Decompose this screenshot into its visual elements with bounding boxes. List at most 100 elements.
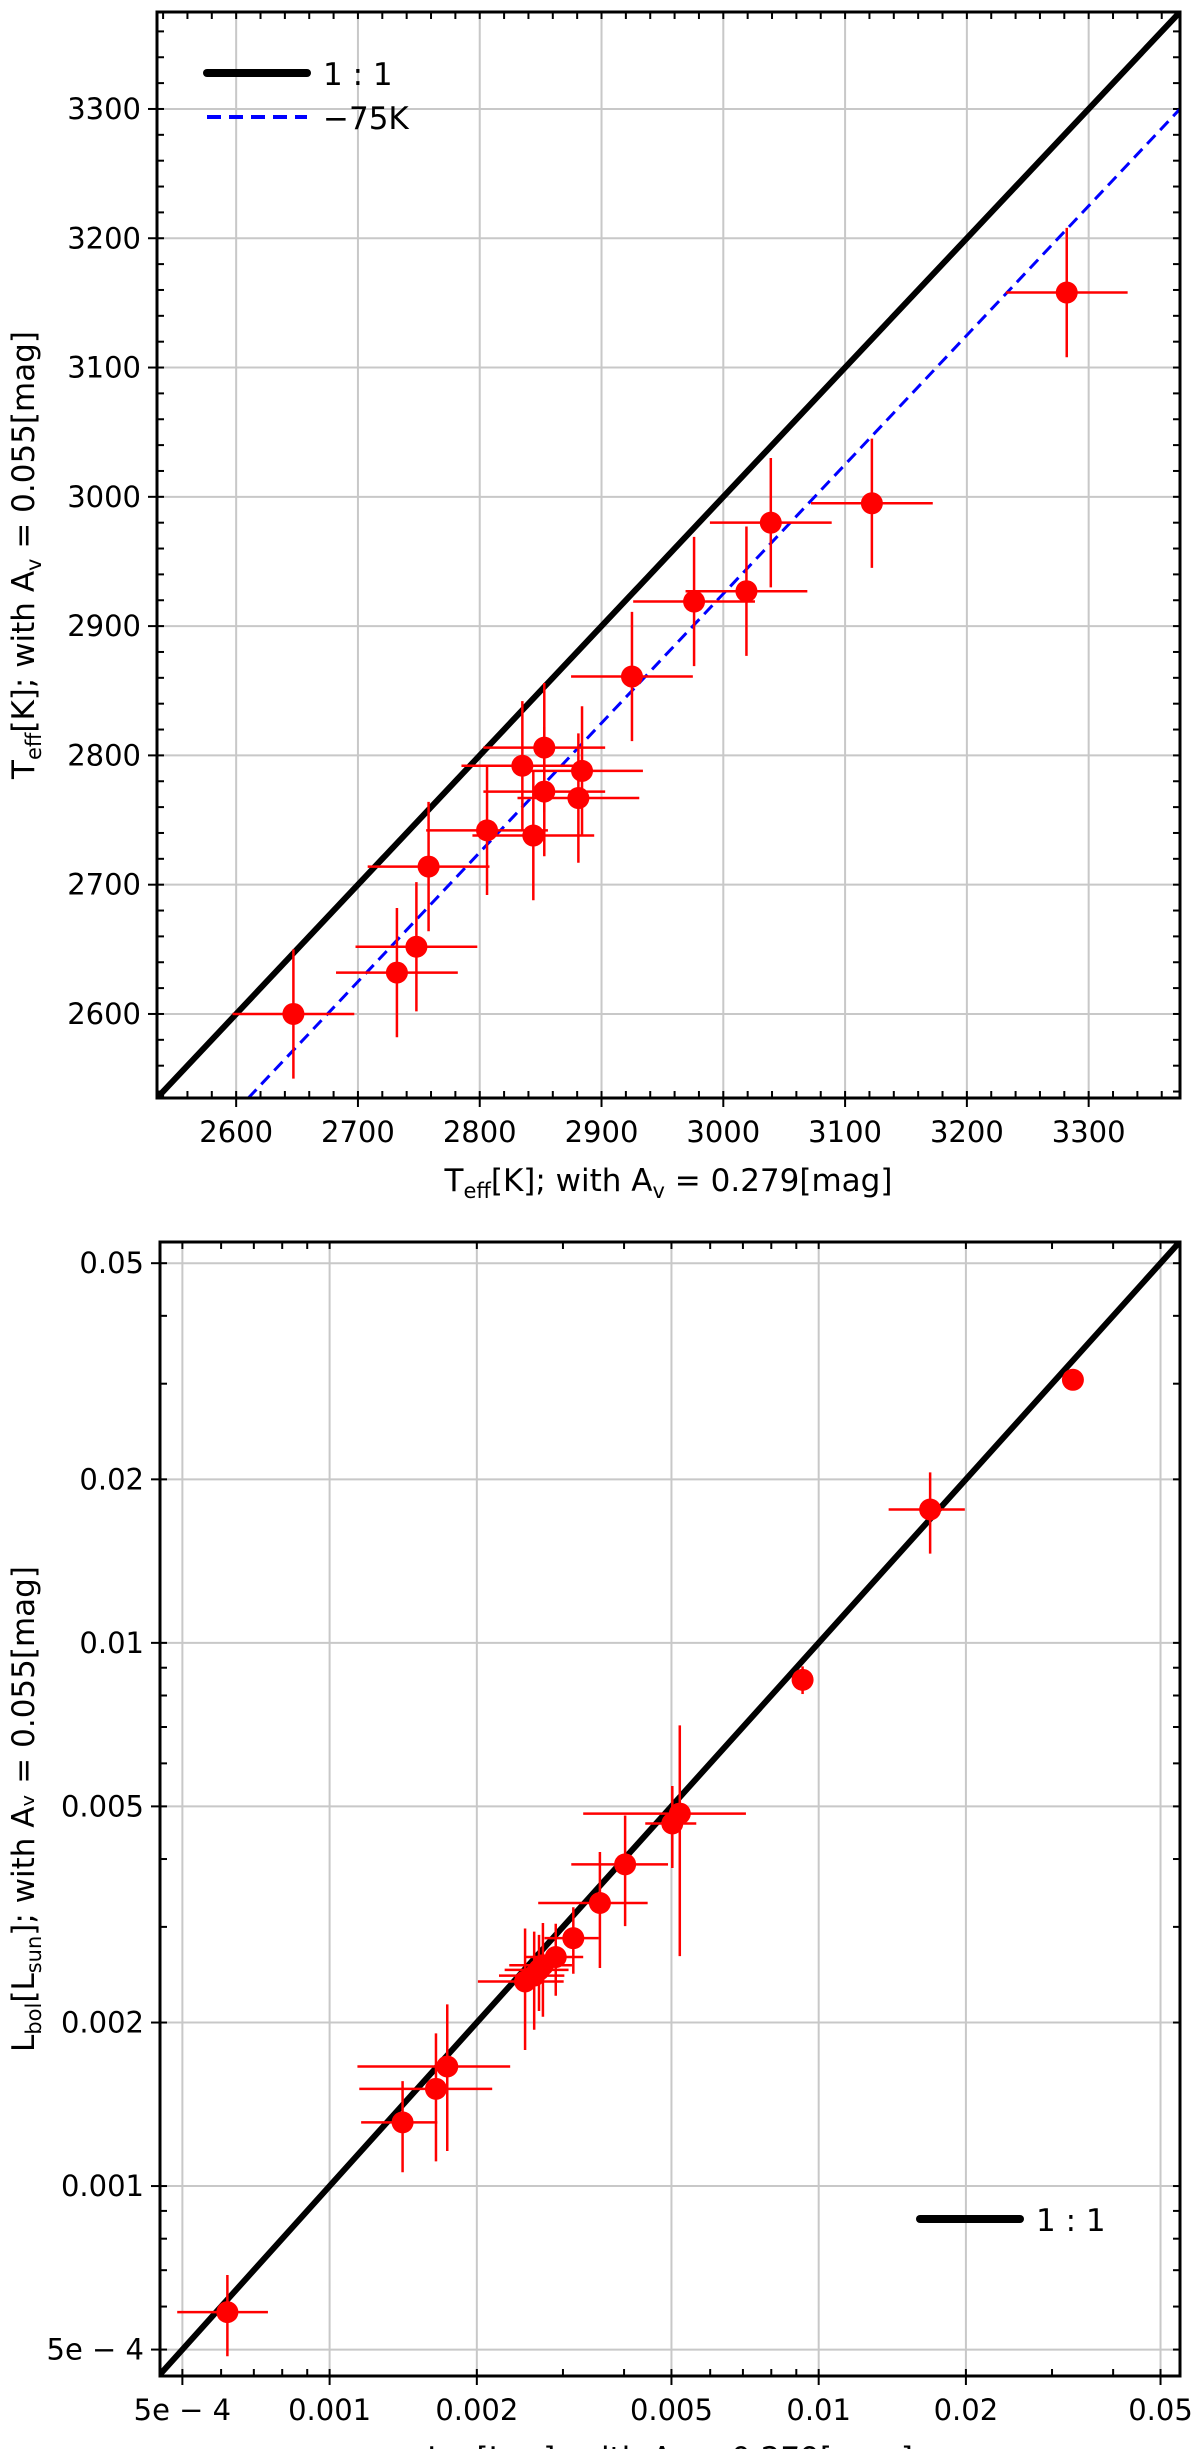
data-point: [888, 1472, 965, 1554]
label-part: eff: [463, 1179, 491, 1203]
point-marker: [1055, 281, 1078, 304]
x-tick-label: 0.01: [786, 2393, 851, 2427]
x-tick-label: 0.02: [934, 2393, 999, 2427]
x-tick-label: 0.005: [630, 2393, 713, 2427]
data-point: [521, 706, 643, 836]
label-part: sun: [22, 1936, 46, 1974]
data-point: [685, 526, 808, 656]
x-tick-label: 3300: [1052, 1115, 1126, 1149]
y-axis-label: Teff[K]; with Av = 0.055[mag]: [6, 331, 46, 780]
chart-panel-2: 5e − 4 0.001 0.002 0.005 0.01 0.02 0.05 5e − 4 0…: [6, 1240, 1193, 2449]
label-part: bol: [22, 2003, 46, 2035]
legend-label: −75K: [323, 101, 409, 137]
point-marker: [683, 590, 706, 613]
data-point: [810, 438, 933, 568]
data-point: [232, 949, 355, 1079]
y-tick-label: 2900: [67, 609, 141, 643]
data-point: [517, 733, 640, 863]
data-point: [633, 536, 755, 667]
data-point: [538, 1852, 648, 1969]
x-tick-label: 0.001: [288, 2393, 371, 2427]
data-point: [1061, 1368, 1084, 1391]
label-part: T: [444, 1163, 465, 1199]
offset-line: [246, 107, 1180, 1098]
y-tick-label: 3000: [67, 480, 141, 514]
label-part: [K]; with A: [6, 571, 42, 733]
axes-frame: [155, 10, 1182, 1100]
data-point: [571, 611, 693, 742]
data-point: [583, 1725, 746, 1957]
point-marker: [919, 1498, 942, 1521]
y-tick-label: 0.002: [61, 2006, 144, 2040]
label-part: [L: [6, 1973, 42, 2003]
point-marker: [476, 819, 499, 842]
point-marker: [668, 1802, 691, 1825]
point-marker: [511, 754, 534, 777]
legend: 1 : 1: [916, 2203, 1106, 2239]
label-part: [K]; with A: [491, 1163, 653, 1199]
y-tick-label: 2600: [67, 997, 141, 1031]
point-marker: [614, 1853, 637, 1876]
data-point: [571, 1815, 669, 1927]
data-points: [177, 1368, 1084, 2357]
y-tick-label: 3300: [67, 92, 141, 126]
point-marker: [567, 787, 590, 810]
legend-label: 1 : 1: [1036, 2203, 1106, 2239]
label-part: [L: [476, 2441, 506, 2449]
point-marker: [522, 824, 545, 847]
point-marker: [282, 1002, 305, 1025]
data-point: [791, 1666, 814, 1695]
legend-label: 1 : 1: [323, 57, 393, 93]
point-marker: [562, 1927, 585, 1950]
y-tick-label: 0.01: [79, 1626, 144, 1660]
point-marker: [424, 2077, 447, 2100]
x-tick-label: 5e − 4: [134, 2393, 231, 2427]
y-tick-label: 3100: [67, 351, 141, 385]
data-point: [544, 1907, 599, 1974]
y-tick-label: 3200: [67, 221, 141, 255]
point-marker: [544, 1946, 567, 1969]
data-point: [709, 458, 832, 588]
x-axis-label: Teff[K]; with Av = 0.279[mag]: [444, 1163, 893, 1203]
y-tick-label: 2700: [67, 868, 141, 902]
data-points: [232, 227, 1128, 1079]
point-marker: [385, 961, 408, 984]
y-tick-label: 0.001: [61, 2169, 144, 2203]
label-part: ]; with Aᵥ = 0.279[mag]: [543, 2441, 913, 2449]
x-tick-label: 2900: [565, 1115, 639, 1149]
point-marker: [620, 665, 643, 688]
y-tick-label: 0.005: [61, 1789, 144, 1823]
point-marker: [405, 935, 428, 958]
x-tick-label: 0.002: [435, 2393, 518, 2427]
point-marker: [216, 2301, 239, 2324]
data-point: [1005, 227, 1128, 358]
y-axis-label: Lbol[Lsun]; with Aᵥ = 0.055[mag]: [6, 1566, 46, 2052]
point-marker: [436, 2055, 459, 2078]
label-part: = 0.279[mag]: [665, 1163, 893, 1199]
x-tick-label: 0.05: [1128, 2393, 1193, 2427]
x-tick-label: 2700: [321, 1115, 395, 1149]
point-marker: [735, 580, 758, 603]
x-tick-label: 2600: [199, 1115, 273, 1149]
y-tick-label: 0.02: [79, 1462, 144, 1496]
label-part: v: [22, 559, 46, 571]
label-part: T: [6, 759, 42, 780]
point-marker: [860, 492, 883, 515]
x-axis-label: Lbol[Lsun]; with Aᵥ = 0.279[mag]: [427, 2441, 913, 2449]
data-point: [355, 882, 478, 1012]
data-point: [336, 907, 458, 1038]
x-tick-label: 3000: [686, 1115, 760, 1149]
data-point: [177, 2274, 268, 2357]
point-marker: [759, 511, 782, 534]
x-tick-label: 3100: [808, 1115, 882, 1149]
point-marker: [571, 759, 594, 782]
label-part: eff: [22, 732, 46, 760]
y-tick-label: 0.05: [79, 1246, 144, 1280]
label-part: L: [427, 2441, 445, 2449]
label-part: L: [6, 2034, 42, 2052]
y-tick-label: 2800: [67, 738, 141, 772]
chart-panel-1: 2600 2700 2800 2900 3000 3100 3200 3300 2600 2700…: [6, 10, 1182, 1203]
y-tick-label: 5e − 4: [47, 2333, 144, 2367]
label-part: = 0.055[mag]: [6, 331, 42, 559]
